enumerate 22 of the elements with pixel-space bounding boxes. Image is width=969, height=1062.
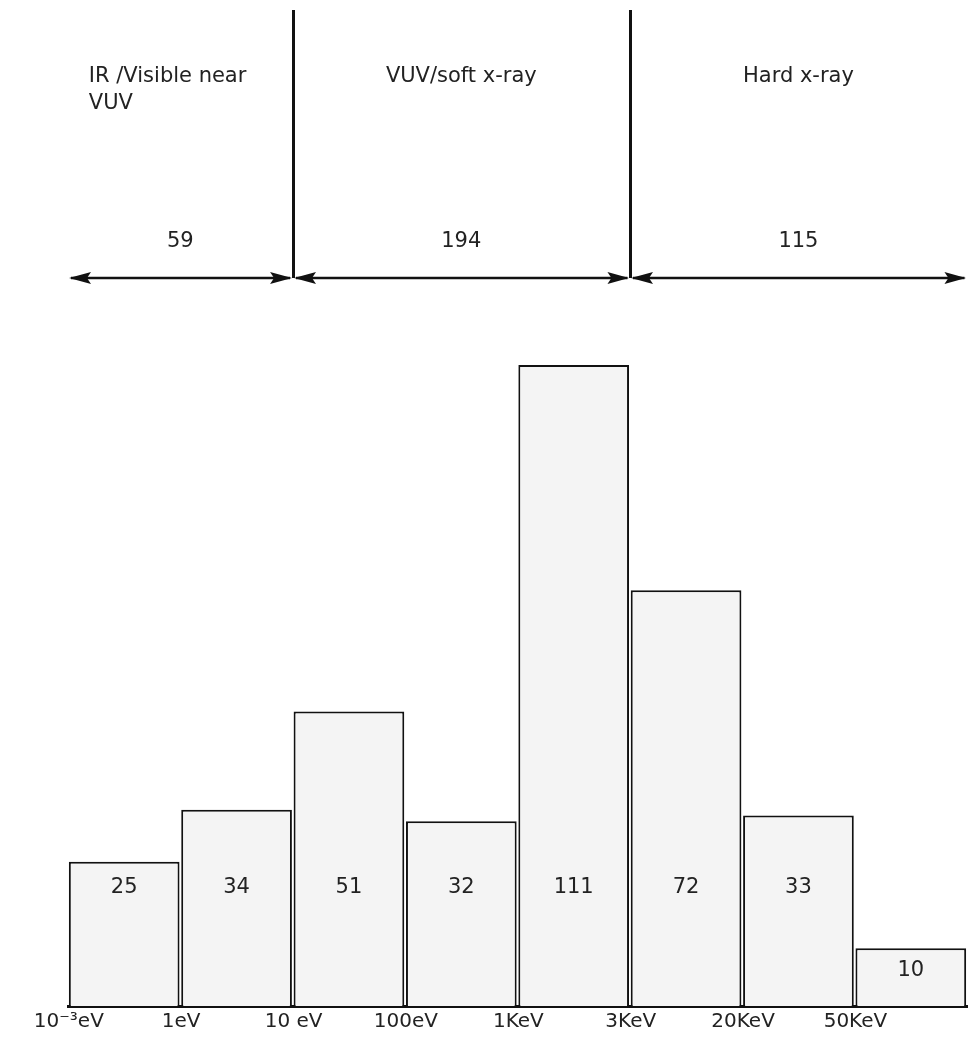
data-label: 111 xyxy=(553,874,594,899)
text: 10⁻³eV xyxy=(33,1008,104,1032)
text: IR /Visible near VUV xyxy=(88,62,248,117)
text: 1KeV xyxy=(492,1008,544,1032)
data-label: 51 xyxy=(335,874,363,899)
text: 10 eV xyxy=(264,1008,323,1032)
text: 194 xyxy=(440,228,483,252)
text: 20KeV xyxy=(711,1008,775,1032)
text: 115 xyxy=(777,228,820,252)
text: 1eV xyxy=(161,1008,201,1032)
text: 3KeV xyxy=(605,1008,657,1032)
data-label: 32 xyxy=(447,874,475,899)
data-label: 34 xyxy=(223,874,250,899)
text: VUV/soft x-ray xyxy=(384,62,538,89)
data-label: 10 xyxy=(897,956,925,981)
text: Hard x-ray xyxy=(742,62,855,89)
data-label: 25 xyxy=(110,874,138,899)
text: 100eV xyxy=(373,1008,439,1032)
data-label: 33 xyxy=(785,874,812,899)
text: 59 xyxy=(166,228,195,252)
data-label: 72 xyxy=(672,874,700,899)
text: 50KeV xyxy=(823,1008,888,1032)
